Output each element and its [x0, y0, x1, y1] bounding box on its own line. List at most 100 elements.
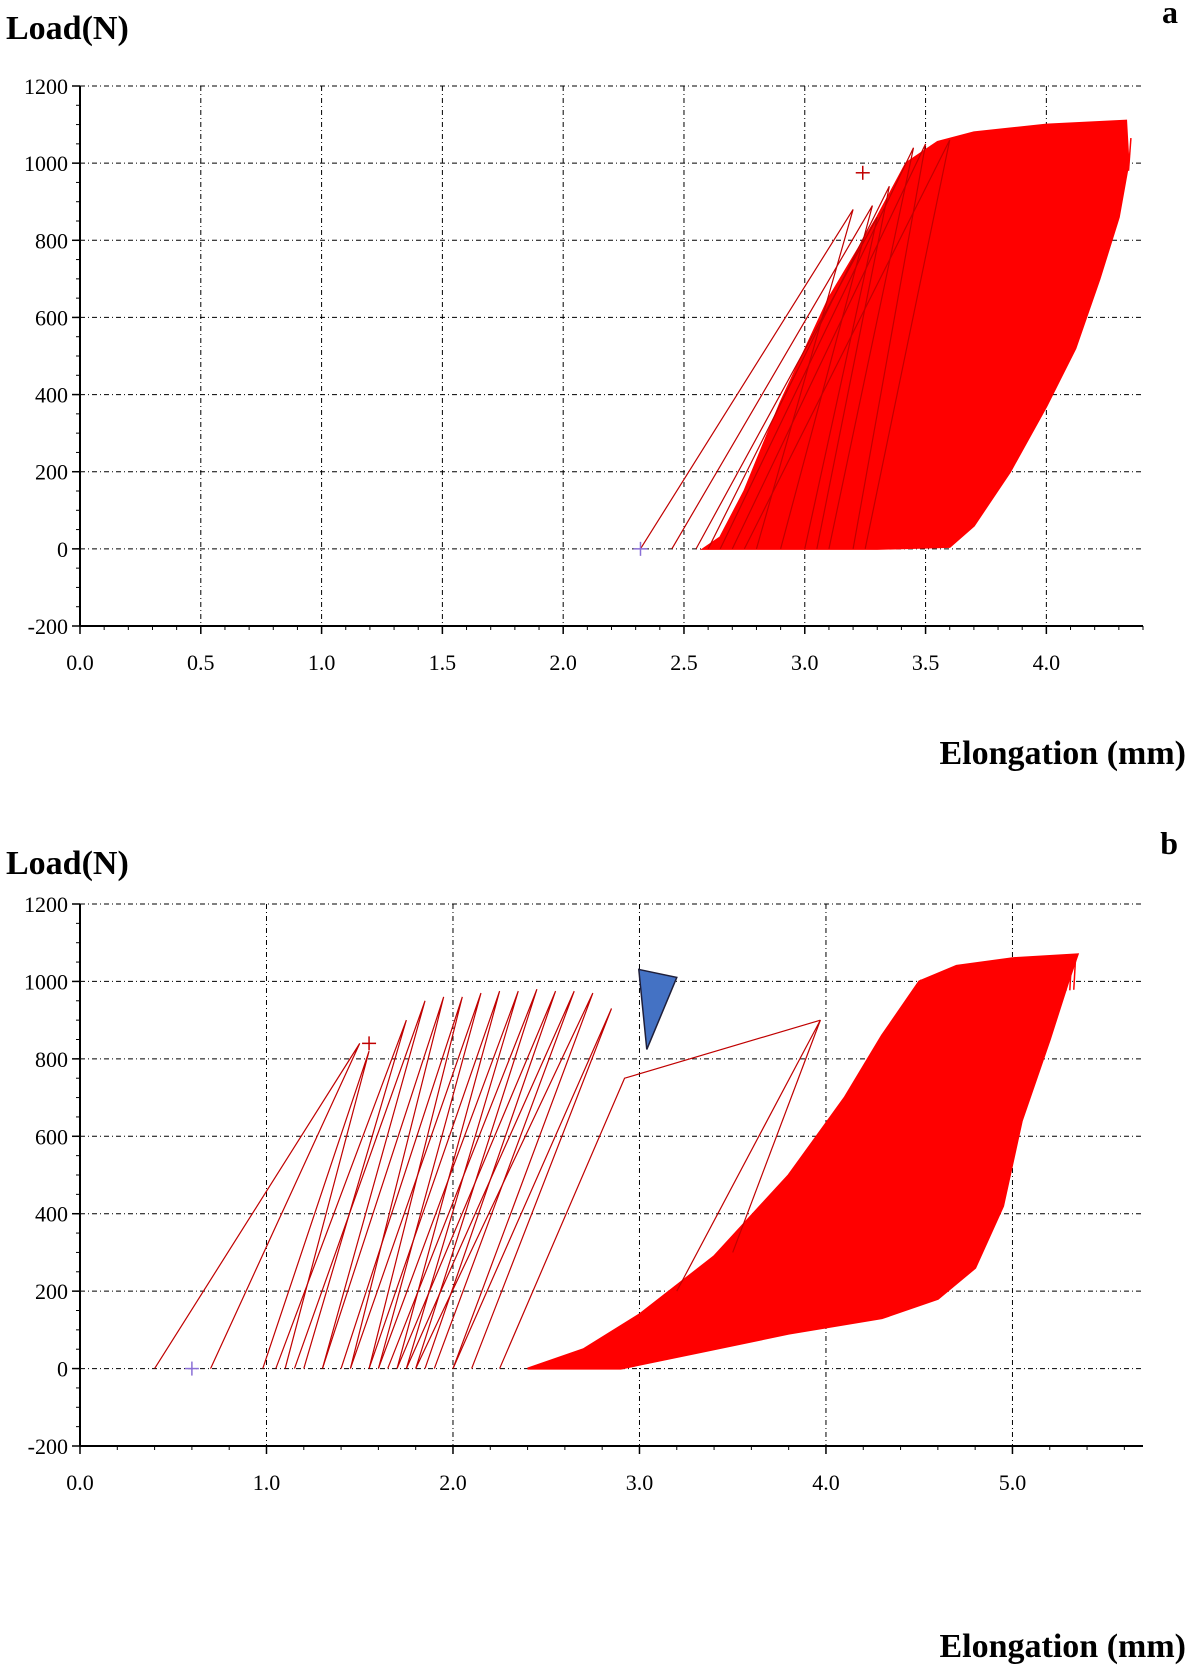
dense-cycles-region	[700, 119, 1130, 550]
x-axis-title: Elongation (mm)	[939, 1628, 1187, 1665]
cycle-spike	[1127, 138, 1132, 171]
cycle-spike	[1025, 963, 1029, 997]
cycle-spike	[983, 153, 988, 186]
cycle-spike	[1073, 956, 1077, 990]
cycle-spike	[1037, 962, 1041, 996]
cycle-spike	[950, 974, 954, 1008]
dense-cycles-region	[527, 953, 1080, 1370]
y-tick-label: 0	[57, 1357, 68, 1382]
cycle-spike	[946, 975, 950, 1009]
cycle-spike	[942, 975, 946, 1009]
cycle-spike	[1041, 961, 1045, 995]
cycle-spike	[981, 970, 986, 1004]
cycle-spike	[1013, 965, 1017, 999]
x-tick-label: 5.0	[999, 1470, 1027, 1495]
cycle-loop	[405, 990, 575, 1369]
y-tick-label: 1000	[24, 969, 68, 994]
cycle-spike	[1053, 959, 1057, 993]
y-tick-label: 0	[57, 537, 68, 562]
y-tick-label: 1200	[24, 892, 68, 917]
y-tick-label: 400	[35, 383, 68, 408]
x-tick-label: 4.0	[1033, 650, 1061, 675]
cycle-spike	[999, 151, 1004, 185]
cycle-line	[732, 1019, 821, 1253]
cycle-spike	[1072, 143, 1077, 177]
cycle-spike	[1033, 147, 1038, 181]
x-tick-label: 1.0	[308, 650, 336, 675]
cycle-spike	[969, 971, 974, 1005]
cycle-spike	[961, 155, 965, 189]
y-tick-label: 1200	[24, 74, 68, 99]
y-tick-label: -200	[28, 1434, 68, 1459]
cycle-spike	[1005, 150, 1010, 184]
cycle-spike	[933, 158, 938, 192]
x-tick-label: 1.0	[253, 1470, 281, 1495]
cycle-spike	[927, 158, 932, 192]
cycle-loop	[396, 990, 557, 1369]
x-tick-label: 4.0	[812, 1470, 840, 1495]
cycle-spike	[977, 970, 982, 1004]
y-tick-label: 1000	[24, 151, 68, 176]
cycle-spike	[977, 153, 982, 187]
chart-a-plot: -200 0 200 400 600 800 1000 1200 0.0 0.5 1.0 1.5 2.0…	[24, 74, 1144, 675]
cycle-spike	[985, 969, 990, 1003]
cycle-spike	[1049, 960, 1053, 994]
cycle-loop	[368, 990, 501, 1369]
cycle-spike	[994, 151, 999, 185]
cycle-loop	[154, 1043, 361, 1369]
x-tick-label: 2.0	[439, 1470, 467, 1495]
cycle-spike	[1055, 145, 1060, 179]
cycle-spike	[1094, 141, 1099, 175]
chart-b-plot: -200 0 200 400 600 800 1000 1200 0.0 1.0 2.0 3.0 4.0…	[24, 892, 1143, 1495]
cycle-spike	[966, 154, 971, 188]
x-tick-label: 0.0	[66, 1470, 94, 1495]
panel-letter: b	[1160, 825, 1178, 861]
cycle-spike	[1011, 150, 1015, 184]
y-tick-label: 400	[35, 1202, 68, 1227]
cycle-loop	[452, 1008, 613, 1369]
cycle-spike	[1061, 958, 1065, 992]
cycle-spike	[934, 977, 938, 1011]
x-tick-label: 3.5	[912, 650, 940, 675]
cycle-spike	[993, 968, 998, 1002]
x-tick-label: 1.5	[429, 650, 457, 675]
cycle-loop	[377, 990, 519, 1369]
cycle-spike	[1083, 142, 1088, 176]
cycle-loop	[340, 996, 463, 1369]
cycle-spike	[949, 156, 954, 190]
cycle-spike	[958, 973, 962, 1007]
y-axis-title: Load(N)	[6, 10, 129, 47]
cycle-spike	[930, 977, 934, 1011]
y-tick-label: 600	[35, 1124, 68, 1149]
cycle-spike	[1105, 140, 1110, 174]
cycle-loop	[262, 1050, 370, 1369]
cycle-loop	[695, 216, 878, 550]
cycle-spike	[1065, 957, 1069, 991]
cycle-spike	[1017, 964, 1021, 998]
x-tick-label: 2.5	[670, 650, 698, 675]
cycle-loop	[499, 1019, 821, 1369]
x-tick-label: 0.5	[187, 650, 215, 675]
x-tick-label: 2.0	[549, 650, 577, 675]
x-tick-label: 3.0	[626, 1470, 654, 1495]
y-tick-label: 800	[35, 1047, 68, 1072]
cycle-spike	[922, 159, 927, 193]
cycle-spike	[1069, 957, 1073, 991]
panel-b: Load(N) b -200 0 200 400 600 800 1000 1200 0.0 1.…	[0, 820, 1200, 1665]
cycle-spike	[973, 971, 978, 1005]
cycle-loop	[707, 186, 890, 550]
y-tick-label: 200	[35, 460, 68, 485]
cycle-spike	[1022, 149, 1027, 182]
cycle-loop	[415, 992, 594, 1369]
y-tick-label: -200	[28, 614, 68, 639]
cycle-spike	[1027, 148, 1032, 182]
cycle-loop	[719, 147, 915, 550]
cycle-spike	[954, 974, 958, 1008]
cycle-spike	[1044, 146, 1049, 180]
y-axis-title: Load(N)	[6, 845, 129, 882]
cycle-spike	[966, 972, 970, 1006]
x-tick-label: 0.0	[66, 650, 94, 675]
cycle-spike	[988, 152, 993, 186]
cycle-spike	[1111, 139, 1115, 173]
cycle-spike	[1077, 143, 1082, 177]
